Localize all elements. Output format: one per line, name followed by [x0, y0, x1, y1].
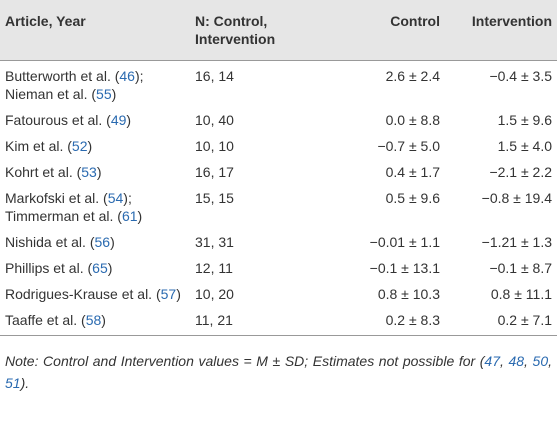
column-header: Control [320, 0, 445, 61]
reference: 58 [85, 312, 102, 328]
table-cell: Taaffe et al. (58) [0, 307, 190, 336]
text-segment: ); Timmerman et al. ( [5, 190, 132, 224]
table-row: Kohrt et al. (53) 16, 17 0.4 ± 1.7 −2.1 ± 2… [0, 159, 557, 185]
table-cell: 10, 20 [195, 286, 234, 302]
reference: 54 [107, 190, 124, 206]
reference: 46 [119, 68, 135, 84]
table-cell: Rodrigues-Krause et al. (57) [0, 281, 190, 307]
reference: 52 [71, 138, 88, 154]
column-header: Article, Year [0, 0, 190, 61]
text-segment: Nishida et al. ( [5, 234, 95, 250]
table-cell: 16, 14 [195, 68, 234, 84]
table-cell: Nishida et al. (56) [0, 229, 190, 255]
text-segment: ) [110, 234, 115, 250]
table-row: Phillips et al. (65) 12, 11 −0.1 ± 13.1 −0.… [0, 255, 557, 281]
text-segment: Fatourous et al. ( [5, 112, 111, 128]
reference: 56 [94, 234, 111, 250]
table-cell: 16, 17 [195, 164, 234, 180]
table-cell: −0.1 ± 8.7 [489, 260, 552, 276]
table-row: Taaffe et al. (58) 11, 21 0.2 ± 8.3 0.2 ± 7… [0, 307, 557, 336]
table-cell: 15, 15 [195, 190, 234, 206]
text-segment: Rodrigues-Krause et al. ( [5, 286, 161, 302]
table-cell: Kim et al. (52) [0, 133, 190, 159]
column-header: N: Control, Intervention [190, 0, 320, 61]
text-segment: ) [137, 208, 143, 224]
table-row: Kim et al. (52) 10, 10 −0.7 ± 5.0 1.5 ± 4.0 [0, 133, 557, 159]
table-cell: Kohrt et al. (53) [0, 159, 190, 185]
reference: 47 [484, 353, 500, 369]
text-segment: Kohrt et al. ( [5, 164, 82, 180]
table-cell: 0.8 ± 11.1 [490, 286, 552, 302]
table-row: Fatourous et al. (49) 10, 40 0.0 ± 8.8 1.5 … [0, 107, 557, 133]
table-cell: 0.4 ± 1.7 [385, 164, 440, 180]
reference: 53 [81, 164, 97, 180]
table-cell: 1.5 ± 4.0 [497, 138, 552, 154]
table-cell: 0.8 ± 10.3 [377, 286, 440, 302]
reference: 61 [121, 208, 138, 224]
table-row: Butterworth et al. (46); Nieman et al. (… [0, 61, 557, 108]
table-cell: Butterworth et al. (46); Nieman et al. (… [0, 61, 190, 108]
reference: 57 [160, 286, 177, 302]
text-segment: ) [107, 260, 113, 276]
table-cell: 0.2 ± 7.1 [445, 307, 557, 336]
reference: 55 [96, 86, 112, 102]
text-segment: , [548, 353, 552, 369]
table-cell: Phillips et al. (65) [0, 255, 190, 281]
header-row: Article, Year N: Control, Intervention Con… [0, 0, 557, 61]
table-cell: −1.21 ± 1.3 [481, 234, 552, 250]
text-segment: Note: Control and Intervention values = … [5, 353, 485, 369]
reference: 51 [5, 375, 21, 391]
reference: 50 [532, 353, 549, 369]
table-cell: 10, 40 [195, 112, 234, 128]
text-segment: Butterworth et al. ( [5, 68, 120, 84]
table-cell: −2.1 ± 2.2 [489, 164, 552, 180]
text-segment: ). [20, 375, 30, 391]
table-cell: 0.5 ± 9.6 [385, 190, 440, 206]
text-segment: Taaffe et al. ( [5, 312, 86, 328]
table-cell: 12, 11 [195, 260, 233, 276]
text-segment: , [499, 353, 509, 369]
table-cell: 10, 10 [195, 138, 234, 154]
table-cell: Markofski et al. (54); Timmerman et al. … [0, 185, 190, 229]
text-segment: Markofski et al. ( [5, 190, 108, 206]
table-cell: 0.2 ± 8.3 [320, 307, 445, 336]
table-cell: −0.8 ± 19.4 [481, 190, 552, 206]
table-cell: −0.01 ± 1.1 [369, 234, 440, 250]
text-segment: ) [176, 286, 181, 302]
text-segment: ) [111, 86, 117, 102]
table-row: Markofski et al. (54); Timmerman et al. … [0, 185, 557, 229]
text-segment: ) [126, 112, 132, 128]
text-segment: , [524, 353, 533, 369]
text-segment: ); Nieman et al. ( [5, 68, 144, 102]
table-cell: 2.6 ± 2.4 [385, 68, 440, 84]
column-header: Intervention [445, 0, 557, 61]
data-table: Article, Year N: Control, Intervention Con… [0, 0, 557, 336]
table-cell: 31, 31 [195, 234, 234, 250]
reference: 49 [110, 112, 127, 128]
table-row: Nishida et al. (56) 31, 31 −0.01 ± 1.1 −1.2… [0, 229, 557, 255]
table-note: Note: Control and Intervention values = … [0, 336, 557, 394]
reference: 48 [508, 353, 525, 369]
reference: 65 [92, 260, 108, 276]
table-cell: Fatourous et al. (49) [0, 107, 190, 133]
table-cell: 0.0 ± 8.8 [385, 112, 440, 128]
text-segment: Phillips et al. ( [5, 260, 93, 276]
table-cell: −0.1 ± 13.1 [369, 260, 440, 276]
table-cell: −0.7 ± 5.0 [377, 138, 440, 154]
table-cell: 11, 21 [190, 307, 320, 336]
text-segment: ) [87, 138, 93, 154]
table-row: Rodrigues-Krause et al. (57) 10, 20 0.8 ± … [0, 281, 557, 307]
table-cell: 1.5 ± 9.6 [497, 112, 552, 128]
text-segment: Kim et al. ( [5, 138, 72, 154]
table-cell: −0.4 ± 3.5 [489, 68, 552, 84]
text-segment: ) [101, 312, 106, 328]
text-segment: ) [96, 164, 102, 180]
